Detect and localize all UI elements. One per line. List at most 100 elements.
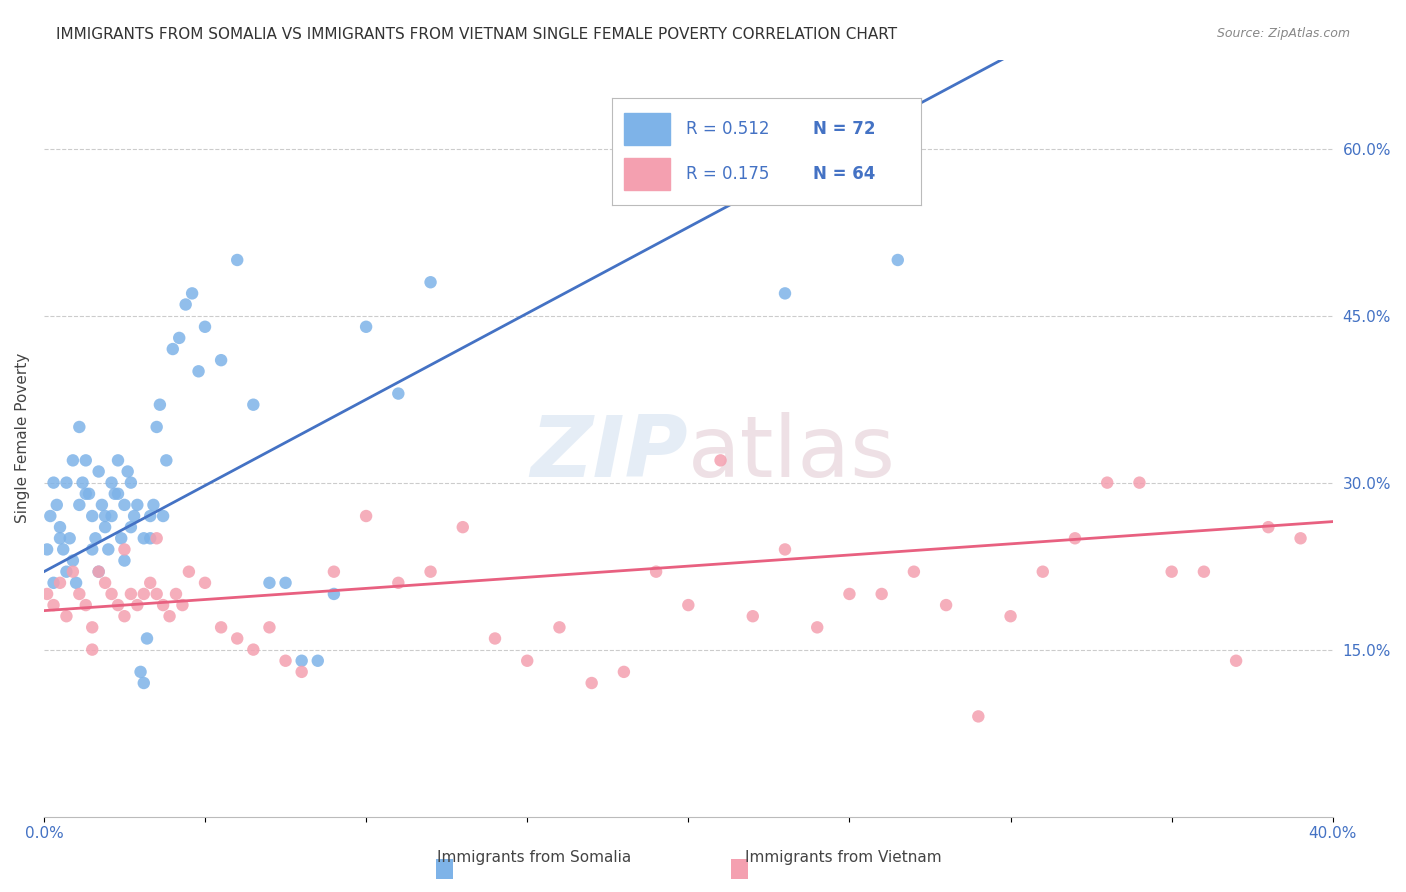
Point [139, 509, 162, 524]
Point [145, 420, 167, 434]
Point [37, 587, 59, 601]
Point [1095, 475, 1118, 490]
Point [82, 620, 104, 634]
Point [162, 342, 184, 356]
Point [274, 575, 297, 590]
Point [226, 632, 249, 646]
Point [75, 453, 97, 467]
Point [55, 609, 77, 624]
Point [967, 709, 990, 723]
Point [548, 620, 571, 634]
Text: ZIP: ZIP [530, 412, 689, 495]
Text: atlas: atlas [689, 412, 897, 495]
Point [322, 565, 344, 579]
Point [291, 665, 314, 679]
Point [226, 252, 249, 267]
Point [903, 565, 925, 579]
Bar [624, 158, 671, 190]
Point [291, 654, 314, 668]
Point [129, 665, 152, 679]
Point [887, 252, 910, 267]
Point [581, 676, 603, 690]
Point [90, 498, 112, 512]
Text: R = 0.175: R = 0.175 [686, 165, 769, 183]
Point [72, 475, 94, 490]
Point [354, 509, 377, 524]
Point [773, 286, 796, 301]
Point [107, 598, 129, 612]
Point [136, 632, 159, 646]
Point [387, 386, 409, 401]
Point [120, 520, 142, 534]
Point [152, 509, 174, 524]
Point [194, 575, 217, 590]
Point [82, 509, 104, 524]
Point [75, 487, 97, 501]
Point [1000, 609, 1022, 624]
Point [322, 587, 344, 601]
Text: N = 64: N = 64 [813, 165, 875, 183]
Point [42, 475, 65, 490]
Text: Source: ZipAtlas.com: Source: ZipAtlas.com [1216, 27, 1350, 40]
Point [45, 498, 67, 512]
Text: N = 72: N = 72 [813, 120, 875, 138]
Point [84, 531, 107, 545]
Point [87, 565, 110, 579]
Point [114, 542, 136, 557]
Point [209, 353, 232, 368]
Point [181, 286, 204, 301]
Text: R = 0.512: R = 0.512 [686, 120, 769, 138]
Point [354, 319, 377, 334]
Point [37, 542, 59, 557]
Point [165, 587, 187, 601]
Point [1225, 654, 1247, 668]
Point [107, 487, 129, 501]
Point [259, 575, 281, 590]
Point [142, 498, 165, 512]
Text: IMMIGRANTS FROM SOMALIA VS IMMIGRANTS FROM VIETNAM SINGLE FEMALE POVERTY CORRELA: IMMIGRANTS FROM SOMALIA VS IMMIGRANTS FR… [56, 27, 897, 42]
Y-axis label: Single Female Poverty: Single Female Poverty [15, 353, 30, 524]
Point [242, 642, 264, 657]
Point [94, 520, 117, 534]
Point [62, 565, 84, 579]
Point [177, 565, 200, 579]
Point [870, 587, 893, 601]
Point [49, 531, 72, 545]
Point [114, 553, 136, 567]
Point [1032, 565, 1054, 579]
Point [67, 587, 90, 601]
Point [42, 598, 65, 612]
Point [1128, 475, 1150, 490]
Point [132, 587, 155, 601]
Point [678, 598, 700, 612]
Point [132, 531, 155, 545]
Point [75, 598, 97, 612]
Point [451, 520, 474, 534]
Point [613, 665, 636, 679]
Point [387, 575, 409, 590]
Point [82, 542, 104, 557]
Point [97, 542, 120, 557]
Point [806, 620, 828, 634]
Point [174, 297, 197, 311]
Point [114, 609, 136, 624]
Point [87, 565, 110, 579]
Point [122, 509, 145, 524]
Point [242, 398, 264, 412]
Point [77, 487, 100, 501]
Point [94, 575, 117, 590]
Point [155, 453, 177, 467]
Point [104, 487, 127, 501]
Point [259, 620, 281, 634]
Point [139, 531, 162, 545]
Point [773, 542, 796, 557]
Point [516, 654, 538, 668]
Point [117, 465, 139, 479]
Point [167, 331, 190, 345]
Point [82, 642, 104, 657]
Point [1192, 565, 1215, 579]
Point [100, 509, 122, 524]
Point [100, 587, 122, 601]
Point [274, 654, 297, 668]
Point [120, 587, 142, 601]
